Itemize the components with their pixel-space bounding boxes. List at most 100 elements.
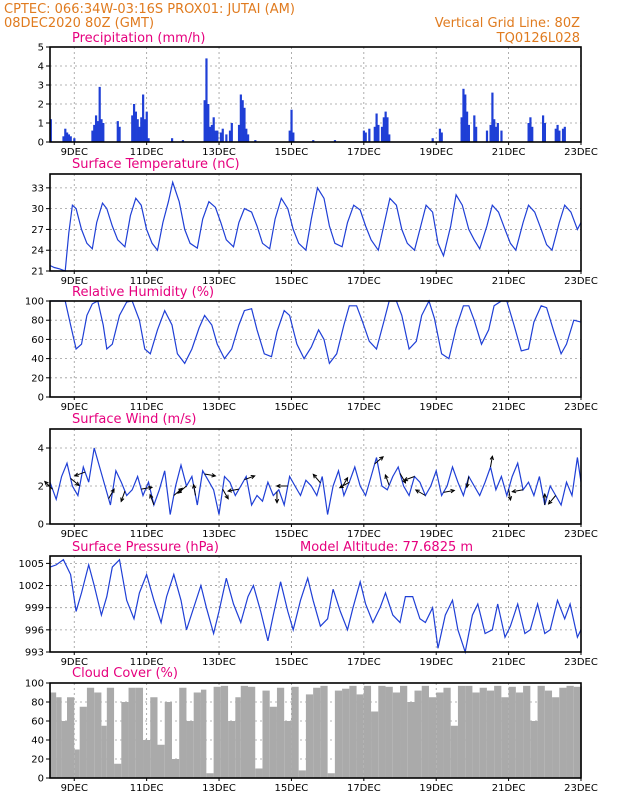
cloud-cover-bar [407,702,415,778]
wind-arrow-shaft [384,474,390,486]
wind-arrow [507,489,513,502]
temperature-ytick-label: 30 [31,204,44,215]
precipitation-bar [493,119,496,142]
precipitation-xtick-label: 23DEC [564,147,598,158]
wind-arrow [547,495,557,505]
precipitation-bar [230,123,233,142]
precipitation-bar [368,128,371,142]
cloud-cover-bar [457,685,466,778]
precipitation-bar [380,126,384,142]
wind-panel: 0 2 4 9DEC 11DEC 13DEC 15DEC 17DEC 19DEC 21DEC 23D… [38,428,598,540]
pressure-xtick-label: 13DEC [202,657,236,668]
wind-xtick-label: 23DEC [564,529,598,540]
pressure-ytick-label: 1002 [19,581,44,592]
precipitation-bar [460,117,463,142]
cloud-cover-bar [228,721,236,778]
humidity-xtick-label: 23DEC [564,402,598,413]
cloud-cover-bar [392,692,401,778]
pressure-series-line [49,558,582,655]
precipitation-ytick-label: 0 [38,138,44,149]
pressure-ytick-label: 999 [25,603,44,614]
wind-arrow-shaft [108,488,115,499]
wind-arrow-head [250,475,256,480]
precipitation-bar [556,124,559,142]
cloud-cover-bar [443,687,451,778]
cloud-cover-bar [465,685,473,778]
cloud-xtick-label: 11DEC [130,783,164,794]
wind-arrow [374,456,384,465]
wind-arrow-head [75,481,80,487]
cloud-cover-bar [450,725,458,778]
wind-arrow-head [511,488,517,494]
wind-arrow-shaft [374,456,384,465]
precipitation-bar [100,119,103,142]
humidity-ytick-label: 0 [38,393,44,404]
precipitation-bar [170,138,174,142]
wind-title: Surface Wind (m/s) [72,412,196,427]
humidity-xtick-label: 13DEC [202,402,236,413]
wind-arrow-shaft [403,476,415,481]
temperature-ytick-label: 24 [31,246,44,257]
cloud-cover-bar [486,690,495,778]
cloud-cover-title: Cloud Cover (%) [72,666,178,681]
cloud-cover-bar [101,725,107,778]
cloud-xtick-label: 13DEC [202,783,236,794]
wind-arrow-head [379,456,384,461]
precipitation-bar [132,104,136,142]
temperature-frame [49,173,582,272]
wind-arrow-head [211,473,217,478]
precipitation-bar [489,124,492,142]
cloud-cover-bar [56,697,62,778]
cloud-cover-bar [186,721,194,778]
cloud-cover-bar [255,768,263,778]
wind-arrow-shaft [244,475,255,481]
precipitation-bar [225,134,228,142]
cloud-cover-bar [371,711,379,778]
precipitation-bar [529,117,532,142]
cloud-cover-bar [515,692,524,778]
wind-arrow [226,488,240,493]
cloud-cover-bar [61,721,68,778]
precipitation-xtick-label: 19DEC [419,147,453,158]
pressure-xtick-label: 17DEC [347,657,381,668]
precipitation-bar [138,126,141,142]
humidity-xtick-label: 21DEC [492,402,526,413]
precipitation-bar [292,132,295,142]
cloud-cover-bar [179,687,187,778]
wind-arrow [338,481,350,489]
humidity-series-line [50,299,582,365]
cloud-cover-bar [79,706,87,778]
model-altitude-annotation: Model Altitude: 77.6825 m [300,540,473,555]
precipitation-bar [96,121,99,142]
precipitation-bar [563,126,566,142]
cloud-xtick-label: 21DEC [492,783,526,794]
wind-arrow [542,492,547,505]
precipitation-bar [102,123,105,142]
precipitation-bar [491,92,494,142]
precipitation-bar [143,119,147,142]
precipitation-frame [49,46,582,143]
cloud-cover-bar [530,721,538,778]
precipitation-bar [362,130,366,142]
precipitation-bar [228,130,232,142]
temperature-ytick-label: 33 [31,183,44,194]
pressure-xtick-label: 23DEC [564,657,598,668]
precipitation-bar [377,124,380,142]
humidity-panel: 0 20 40 60 80 100 9DEC 11DEC 13DEC 15DEC 17DEC 19DE… [25,297,598,414]
wind-arrow-head [507,496,513,502]
cloud-cover-bar [235,697,241,778]
temperature-xtick-label: 9DEC [61,276,88,287]
cloud-cover-bar [559,687,567,778]
cloud-cover-bar [508,686,516,778]
precipitation-bar [210,124,213,142]
cloud-cover-bar [86,687,95,778]
precipitation-ytick-label: 1 [38,119,44,130]
cloud-cover-bar [262,690,270,778]
wind-arrow-shaft [193,484,197,496]
temperature-ytick-label: 27 [31,225,44,236]
precipitation-bar [62,136,65,142]
precipitation-bar [245,128,248,142]
cloud-cover-bar [276,687,285,778]
wind-xtick-label: 13DEC [202,529,236,540]
precipitation-xtick-label: 13DEC [202,147,236,158]
